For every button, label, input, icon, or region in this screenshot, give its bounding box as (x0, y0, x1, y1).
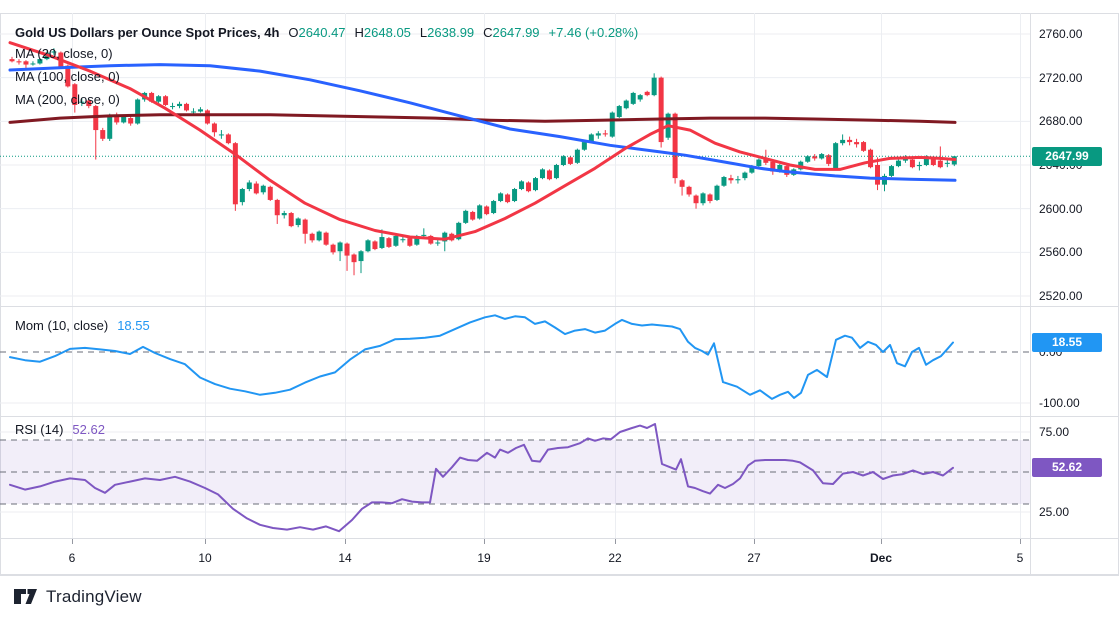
rsi-tick-label: 75.00 (1039, 425, 1070, 439)
rsi-tick-label: 25.00 (1039, 505, 1070, 519)
high-value: 2648.05 (363, 25, 411, 40)
time-tick-label: 19 (477, 551, 491, 565)
rsi-value: 52.62 (72, 422, 105, 437)
momentum-value: 18.55 (117, 318, 150, 333)
momentum-badge: 18.55 (1032, 333, 1102, 352)
low-value: 2638.99 (427, 25, 475, 40)
momentum-label: Mom (10, close) (15, 318, 109, 333)
close-value: 2647.99 (492, 25, 540, 40)
momentum-tick-label: -100.00 (1039, 396, 1080, 410)
tradingview-watermark[interactable]: TradingView (13, 586, 142, 607)
price-tick-label: 2560.00 (1039, 245, 1083, 260)
price-tick-label: 2720.00 (1039, 70, 1083, 85)
price-tick-label: 2760.00 (1039, 27, 1083, 41)
low-prefix: L (419, 25, 428, 40)
time-tick-label: 22 (608, 551, 622, 565)
change-value: +7.46 (+0.28%) (548, 25, 639, 40)
price-tick-label: 2600.00 (1039, 201, 1083, 216)
price-tick-label: 2520.00 (1039, 289, 1083, 303)
tradingview-wordmark: TradingView (46, 586, 142, 606)
open-prefix: O (288, 25, 299, 40)
chart-title-row[interactable]: Gold US Dollars per Ounce Spot Prices, 4… (15, 25, 638, 40)
price-tick-label: 2680.00 (1039, 114, 1083, 129)
legend-ma200[interactable]: MA (200, close, 0) (15, 92, 120, 107)
open-value: 2640.47 (298, 25, 346, 40)
time-tick-label: 10 (198, 551, 212, 565)
legend-rsi[interactable]: RSI (14) 52.62 (15, 422, 105, 437)
time-tick-label: 5 (1016, 551, 1024, 565)
instrument-title: Gold US Dollars per Ounce Spot Prices, 4… (15, 25, 280, 40)
time-tick-label: 27 (747, 551, 761, 565)
high-prefix: H (354, 25, 364, 40)
rsi-badge: 52.62 (1032, 458, 1102, 477)
time-tick-label: 14 (338, 551, 352, 565)
time-tick-label: Dec (869, 551, 892, 565)
time-tick-label: 6 (68, 551, 76, 565)
tradingview-logo-icon (14, 589, 37, 604)
legend-ma100[interactable]: MA (100, close, 0) (15, 69, 120, 84)
close-prefix: C (483, 25, 493, 40)
legend-ma20[interactable]: MA (20, close, 0) (15, 46, 113, 61)
last-price-badge: 2647.99 (1032, 147, 1102, 166)
rsi-label: RSI (14) (15, 422, 64, 437)
legend-momentum[interactable]: Mom (10, close) 18.55 (15, 318, 150, 333)
